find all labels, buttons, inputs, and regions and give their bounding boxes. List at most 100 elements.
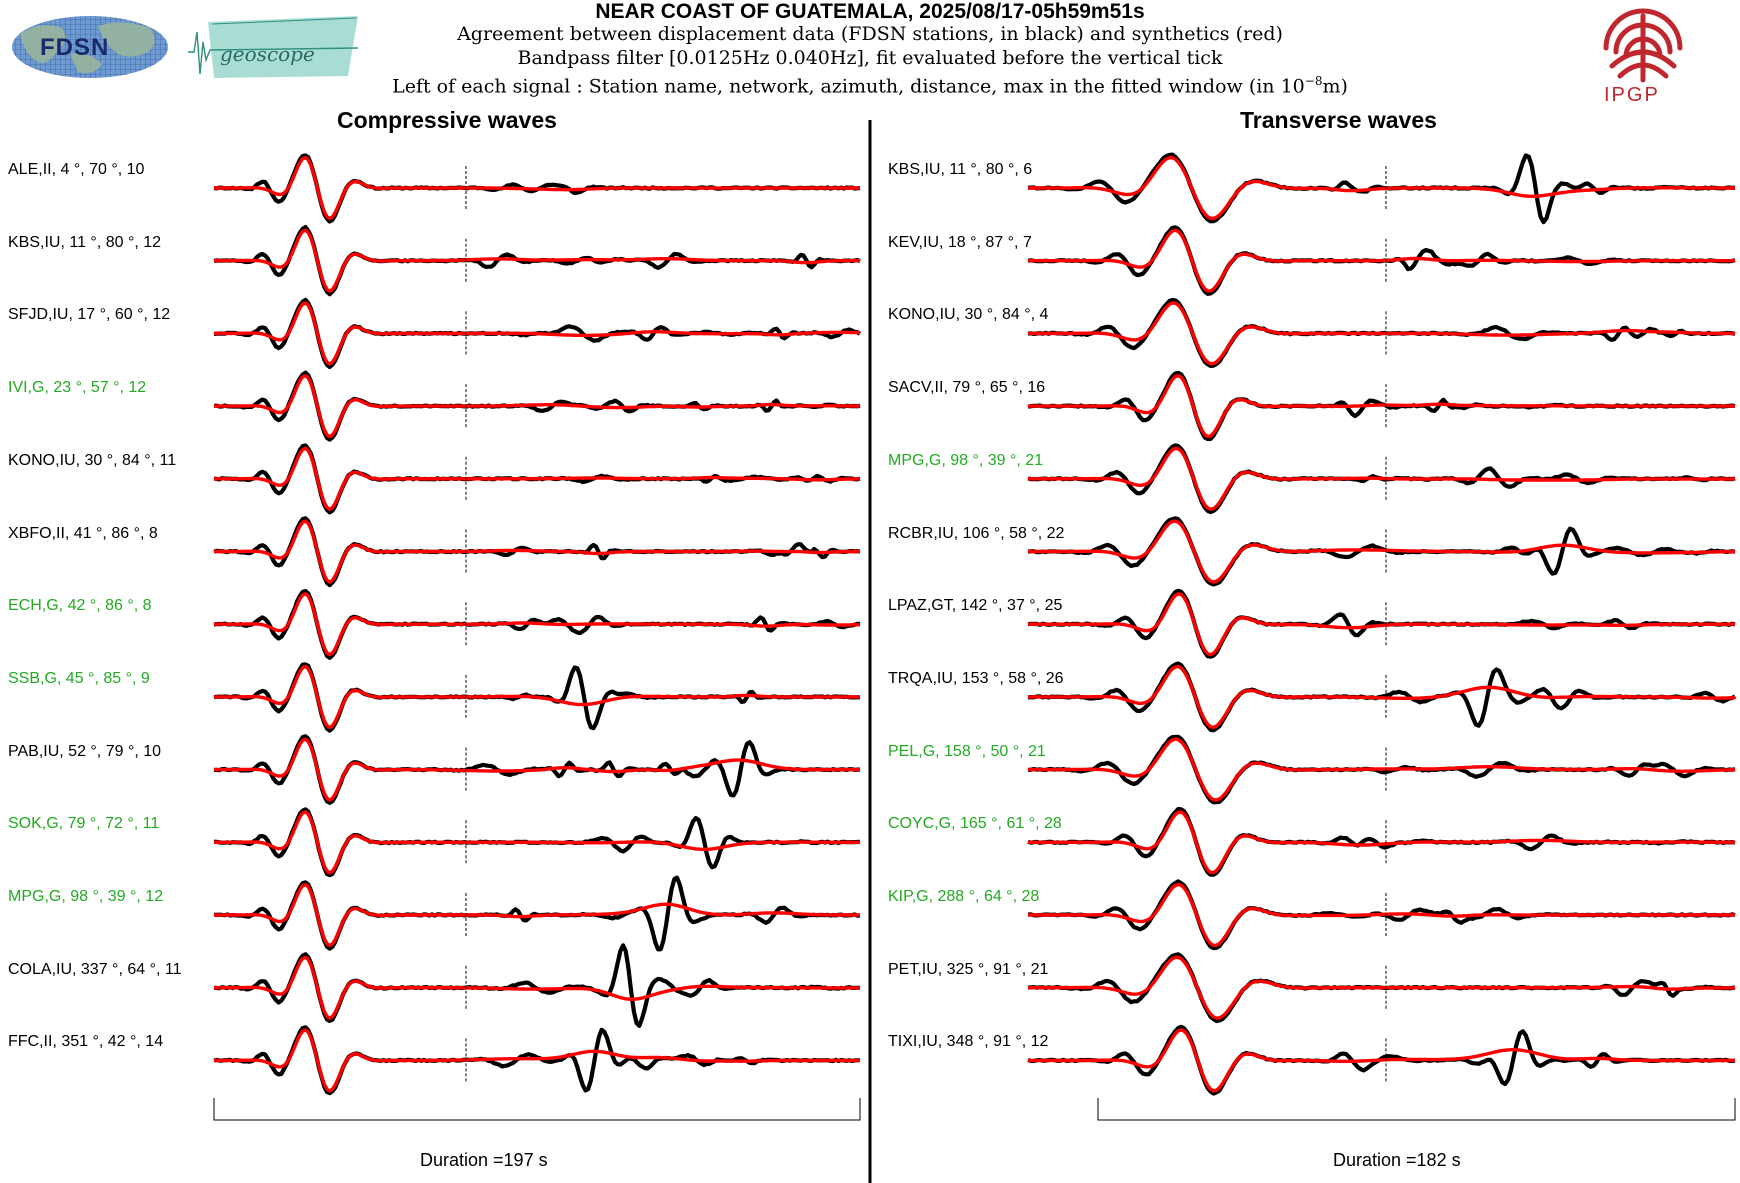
- synthetic-trace: [1028, 446, 1735, 511]
- station-trace-group: [1027, 952, 1736, 1024]
- station-label: TIXI,IU, 348 °, 91 °, 12: [888, 1033, 1049, 1051]
- synthetic-trace: [1028, 737, 1735, 802]
- synthetic-trace: [214, 882, 860, 948]
- duration-label-transverse: Duration =182 s: [1333, 1150, 1461, 1170]
- duration-bracket: [213, 1098, 861, 1121]
- synthetic-trace: [1028, 664, 1736, 729]
- synthetic-trace: [214, 446, 860, 511]
- synthetic-trace: [1028, 882, 1735, 947]
- station-trace-group: [213, 734, 861, 805]
- station-label: KBS,IU, 11 °, 80 °, 6: [888, 161, 1033, 178]
- station-label: ALE,II, 4 °, 70 °, 10: [8, 161, 145, 178]
- station-label: PEL,G, 158 °, 50 °, 21: [888, 742, 1046, 760]
- station-label: ECH,G, 42 °, 86 °, 8: [8, 597, 152, 615]
- data-trace: [1027, 588, 1736, 659]
- station-label: SSB,G, 45 °, 85 °, 9: [8, 669, 150, 687]
- station-label: COYC,G, 165 °, 61 °, 28: [888, 815, 1062, 833]
- station-label: MPG,G, 98 °, 39 °, 21: [888, 451, 1044, 469]
- panel-title-transverse: Transverse waves: [1240, 107, 1437, 133]
- station-label: LPAZ,GT, 142 °, 37 °, 25: [888, 597, 1063, 615]
- station-label: KBS,IU, 11 °, 80 °, 12: [8, 233, 162, 251]
- fdsn-logo: FDSN: [10, 14, 170, 80]
- station-trace-group: [213, 297, 862, 369]
- station-label: COLA,IU, 337 °, 64 °, 11: [8, 960, 182, 978]
- fdsn-logo-text: FDSN: [40, 34, 110, 61]
- station-trace-group: [1027, 661, 1737, 733]
- station-label: PAB,IU, 52 °, 79 °, 10: [8, 742, 162, 760]
- station-label: KONO,IU, 30 °, 84 °, 4: [888, 306, 1049, 324]
- station-label: SOK,G, 79 °, 72 °, 11: [8, 815, 160, 833]
- station-trace-group: [213, 943, 861, 1028]
- station-label: KIP,G, 288 °, 64 °, 28: [888, 888, 1040, 905]
- synthetic-trace: [1028, 301, 1735, 366]
- data-trace: [213, 943, 861, 1028]
- duration-label-compressive: Duration =197 s: [420, 1150, 548, 1170]
- station-trace-group: [213, 807, 861, 878]
- synthetic-trace: [1028, 955, 1735, 1020]
- synthetic-trace: [214, 155, 860, 221]
- station-trace-group: [213, 153, 861, 224]
- station-trace-group: [213, 589, 861, 660]
- station-label: RCBR,IU, 106 °, 58 °, 22: [888, 524, 1065, 542]
- synthetic-trace: [1028, 810, 1735, 875]
- station-label: FFC,II, 351 °, 42 °, 14: [8, 1033, 164, 1051]
- synthetic-trace: [1028, 228, 1735, 293]
- station-trace-group: [1027, 443, 1736, 515]
- synthetic-trace: [214, 810, 860, 875]
- synthetic-trace: [1028, 519, 1736, 584]
- synthetic-trace: [1028, 374, 1735, 439]
- station-label: SACV,II, 79 °, 65 °, 16: [888, 379, 1046, 397]
- synthetic-trace: [1028, 1028, 1735, 1093]
- duration-bracket: [1097, 1098, 1736, 1121]
- station-trace-group: [1027, 588, 1736, 659]
- station-trace-group: [213, 875, 861, 952]
- station-trace-group: [1027, 1024, 1736, 1096]
- synthetic-trace: [214, 592, 860, 657]
- figure-title: NEAR COAST OF GUATEMALA, 2025/08/17-05h5…: [595, 0, 1145, 23]
- synthetic-trace: [1028, 592, 1735, 657]
- synthetic-trace: [214, 1028, 860, 1093]
- station-trace-group: [213, 225, 861, 297]
- station-trace-group: [1027, 297, 1736, 368]
- panel-title-compressive: Compressive waves: [337, 107, 557, 133]
- geoscope-logo-text: geoscope: [220, 42, 315, 66]
- station-label: PET,IU, 325 °, 91 °, 21: [888, 960, 1049, 978]
- station-trace-group: [214, 370, 861, 442]
- station-trace-group: [213, 662, 861, 733]
- subtitle-line-3-exponent: −8: [1304, 74, 1323, 88]
- synthetic-trace: [214, 301, 861, 366]
- station-trace-group: [1027, 152, 1736, 225]
- station-label: SFJD,IU, 17 °, 60 °, 12: [8, 306, 171, 324]
- station-trace-group: [1027, 879, 1736, 951]
- synthetic-trace: [1028, 156, 1735, 221]
- synthetic-trace: [214, 955, 860, 1020]
- station-label: IVI,G, 23 °, 57 °, 12: [8, 379, 147, 397]
- station-label: KONO,IU, 30 °, 84 °, 11: [8, 451, 177, 469]
- subtitle-line-3-text: Left of each signal : Station name, netw…: [392, 75, 1305, 98]
- ipgp-logo-text: IPGP: [1604, 84, 1660, 106]
- subtitle-line-1: Agreement between displacement data (FDS…: [457, 23, 1283, 45]
- synthetic-trace: [214, 374, 861, 439]
- station-label: TRQA,IU, 153 °, 58 °, 26: [888, 669, 1064, 687]
- synthetic-trace: [214, 737, 860, 802]
- synthetic-trace: [214, 519, 860, 584]
- geoscope-logo: geoscope: [188, 12, 364, 82]
- station-label: XBFO,II, 41 °, 86 °, 8: [8, 524, 158, 542]
- station-trace-group: [1027, 370, 1736, 442]
- station-trace-group: [213, 1025, 861, 1096]
- synthetic-trace: [214, 664, 860, 730]
- station-label: MPG,G, 98 °, 39 °, 12: [8, 888, 164, 905]
- station-trace-group: [213, 443, 861, 515]
- station-trace-group: [213, 516, 861, 588]
- synthetic-trace: [214, 228, 860, 293]
- subtitle-line-3: Left of each signal : Station name, netw…: [0, 70, 1740, 98]
- station-label: KEV,IU, 18 °, 87 °, 7: [888, 233, 1032, 251]
- station-trace-group: [1027, 807, 1736, 877]
- ipgp-logo: IPGP: [1596, 8, 1690, 108]
- subtitle-line-2: Bandpass filter [0.0125Hz 0.040Hz], fit …: [517, 47, 1223, 69]
- station-trace-group: [1027, 225, 1736, 296]
- station-trace-group: [1027, 734, 1736, 805]
- subtitle-line-3-unit: m): [1322, 75, 1348, 98]
- station-trace-group: [1027, 516, 1736, 587]
